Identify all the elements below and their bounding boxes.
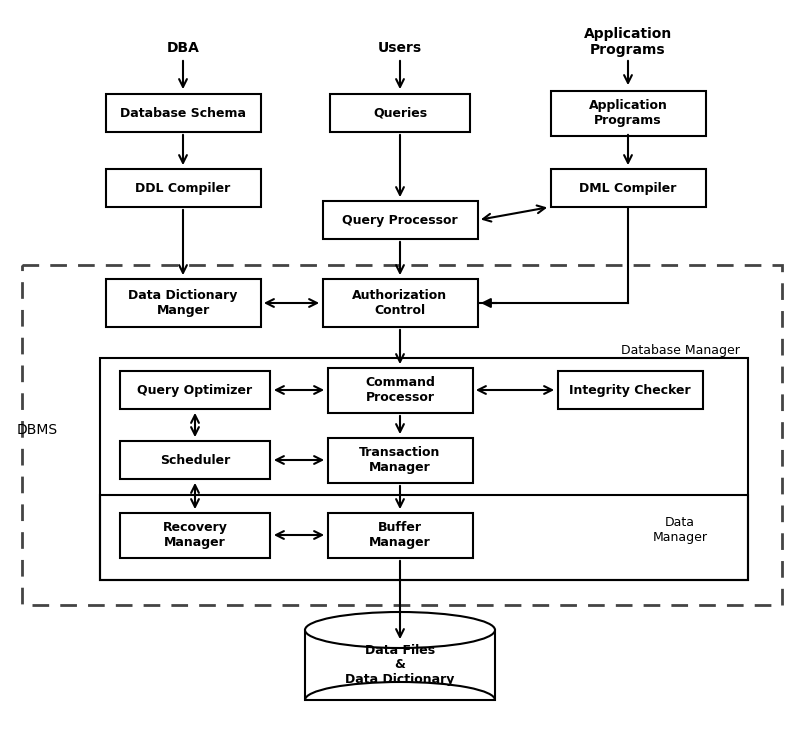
Bar <box>322 279 477 327</box>
Ellipse shape <box>305 612 495 648</box>
Bar <box>106 169 261 207</box>
Text: Buffer
Manager: Buffer Manager <box>369 521 431 549</box>
Text: DBA: DBA <box>167 41 200 55</box>
Text: Database Manager: Database Manager <box>621 343 739 357</box>
Bar <box>557 371 703 409</box>
Text: Application
Programs: Application Programs <box>589 99 667 127</box>
Bar <box>120 441 270 479</box>
Bar <box>120 512 270 557</box>
Text: Users: Users <box>378 41 422 55</box>
Text: Command
Processor: Command Processor <box>365 376 435 404</box>
Text: Database Schema: Database Schema <box>120 107 246 119</box>
Text: Query Optimizer: Query Optimizer <box>137 383 253 397</box>
Text: Transaction
Manager: Transaction Manager <box>359 446 440 474</box>
Bar <box>305 630 495 700</box>
Bar <box>22 265 782 605</box>
Bar <box>327 438 472 483</box>
Text: Data Dictionary
Manger: Data Dictionary Manger <box>128 289 237 317</box>
Bar <box>100 358 748 580</box>
Bar <box>327 512 472 557</box>
Text: Data Files
&
Data Dictionary: Data Files & Data Dictionary <box>346 643 455 686</box>
Text: DDL Compiler: DDL Compiler <box>136 181 231 195</box>
Text: Authorization
Control: Authorization Control <box>352 289 448 317</box>
Text: Application
Programs: Application Programs <box>584 27 672 57</box>
Text: Query Processor: Query Processor <box>342 214 458 226</box>
Bar <box>550 91 706 136</box>
Bar <box>100 495 748 580</box>
Text: DBMS: DBMS <box>16 423 58 437</box>
Text: Recovery
Manager: Recovery Manager <box>163 521 228 549</box>
Text: Queries: Queries <box>373 107 427 119</box>
Text: DML Compiler: DML Compiler <box>579 181 677 195</box>
Text: Scheduler: Scheduler <box>160 453 230 467</box>
Text: Data
Manager: Data Manager <box>653 516 707 544</box>
Bar <box>330 94 470 132</box>
Bar <box>106 94 261 132</box>
Bar <box>120 371 270 409</box>
Bar <box>322 201 477 239</box>
Bar <box>106 279 261 327</box>
Text: Integrity Checker: Integrity Checker <box>569 383 691 397</box>
Bar <box>550 169 706 207</box>
Bar <box>327 368 472 413</box>
